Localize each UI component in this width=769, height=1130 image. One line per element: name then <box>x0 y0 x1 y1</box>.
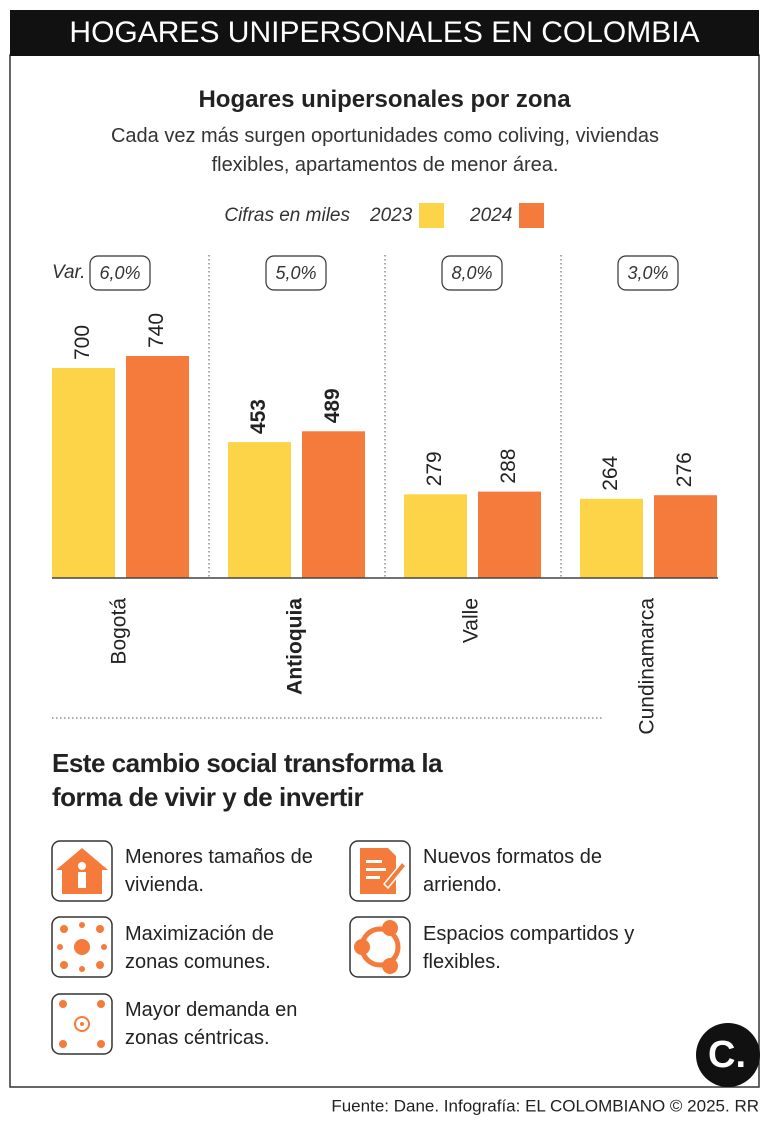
variation-title: Var. <box>52 262 85 283</box>
variation-pill <box>441 255 503 291</box>
source: Fuente: Dane. Infografía: EL COLOMBIANO … <box>331 1096 759 1115</box>
variation-label: 3,0% <box>627 263 668 283</box>
chart-title: Hogares unipersonales por zona <box>198 86 571 113</box>
value-label: 489 <box>321 388 344 423</box>
value-label: 264 <box>599 455 622 490</box>
item: Mayor demanda en zonas céntricas. <box>125 999 298 1049</box>
units-note: Cifras en miles <box>224 205 350 226</box>
variation-label: 6,0% <box>99 263 140 283</box>
variation-pill <box>617 255 679 291</box>
category-label: Bogotá <box>108 598 131 665</box>
variation-pill <box>89 255 151 291</box>
icons <box>51 840 411 1055</box>
bars: 2023 2024 700 740 Bogotá 6,0% 453 489 Antioquia 5… <box>52 203 717 735</box>
icon-document <box>349 840 411 902</box>
icon-target <box>51 993 113 1055</box>
bar <box>52 368 115 578</box>
category-label: Antioquia <box>284 598 307 695</box>
bar <box>228 442 291 578</box>
legend-swatch <box>419 203 444 228</box>
icon-share <box>349 916 411 978</box>
item: Nuevos formatos de arriendo. <box>423 846 602 896</box>
legend-label: 2023 <box>369 205 413 226</box>
bar <box>478 491 541 578</box>
bar <box>302 431 365 578</box>
variation-pill <box>265 255 327 291</box>
header-title: HOGARES UNIPERSONALES EN COLOMBIA <box>69 16 699 49</box>
category-label: Cundinamarca <box>636 598 659 735</box>
logo: C. <box>708 1034 746 1076</box>
item: Maximización de zonas comunes. <box>125 923 274 973</box>
logo-circle <box>696 1023 760 1087</box>
bar <box>580 498 643 578</box>
value-label: 700 <box>71 325 94 360</box>
variation-label: 8,0% <box>451 263 492 283</box>
header-bar <box>10 10 759 56</box>
separators <box>52 255 603 719</box>
icon-network <box>51 916 113 978</box>
variation-label: 5,0% <box>275 263 316 283</box>
bar <box>126 356 189 578</box>
legend-swatch <box>519 203 544 228</box>
value-label: 453 <box>247 399 270 434</box>
section-title: Este cambio social transforma la forma d… <box>52 748 443 812</box>
value-label: 288 <box>497 449 520 484</box>
legend-label: 2024 <box>469 205 512 226</box>
value-label: 279 <box>423 451 446 486</box>
bar <box>654 495 717 578</box>
chart-subtitle: Cada vez más surgen oportunidades como c… <box>110 125 660 176</box>
value-label: 740 <box>145 313 168 348</box>
item: Menores tamaños de vivienda. <box>125 846 313 896</box>
category-label: Valle <box>460 598 483 643</box>
bar <box>404 494 467 578</box>
item: Espacios compartidos y flexibles. <box>423 923 635 973</box>
value-label: 276 <box>673 452 696 487</box>
icon-house <box>51 840 113 902</box>
